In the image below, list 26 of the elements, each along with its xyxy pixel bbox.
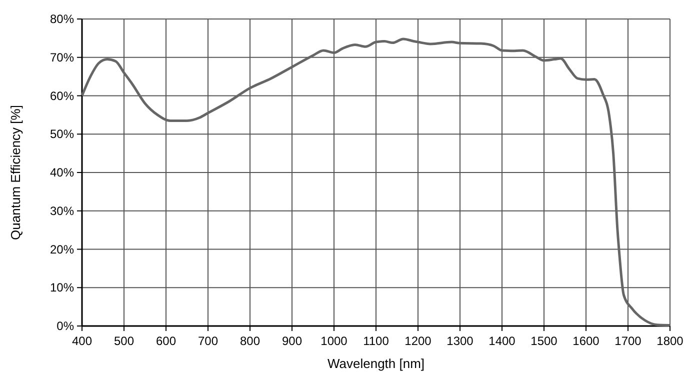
x-tick-label: 600 bbox=[156, 334, 176, 348]
x-tick-label: 1100 bbox=[363, 334, 390, 348]
y-tick-label: 50% bbox=[50, 127, 74, 142]
x-tick-label: 700 bbox=[198, 334, 218, 348]
x-tick-label: 1500 bbox=[530, 334, 558, 348]
y-tick-label: 80% bbox=[50, 12, 74, 26]
x-tick-label: 1400 bbox=[488, 334, 516, 348]
y-tick-label: 40% bbox=[50, 166, 74, 180]
y-tick-label: 0% bbox=[56, 319, 74, 333]
x-tick-label: 1000 bbox=[320, 334, 348, 348]
x-tick-label: 1700 bbox=[614, 334, 642, 348]
x-tick-label: 400 bbox=[72, 334, 92, 348]
x-tick-label: 800 bbox=[240, 334, 260, 348]
y-tick-label: 10% bbox=[50, 280, 74, 295]
x-tick-label: 500 bbox=[114, 334, 134, 348]
x-tick-label: 1300 bbox=[446, 334, 474, 348]
y-tick-label: 20% bbox=[50, 242, 74, 256]
y-tick-label: 30% bbox=[50, 204, 74, 218]
x-tick-label: 1200 bbox=[404, 334, 432, 348]
x-axis-title: Wavelength [nm] bbox=[327, 356, 425, 371]
y-axis-title: Quantum Efficiency [%] bbox=[8, 105, 23, 240]
y-tick-label: 60% bbox=[50, 88, 74, 103]
x-tick-label: 1800 bbox=[656, 334, 684, 348]
x-tick-label: 900 bbox=[282, 334, 302, 348]
x-tick-label: 1600 bbox=[572, 334, 600, 348]
y-tick-label: 70% bbox=[50, 50, 74, 64]
